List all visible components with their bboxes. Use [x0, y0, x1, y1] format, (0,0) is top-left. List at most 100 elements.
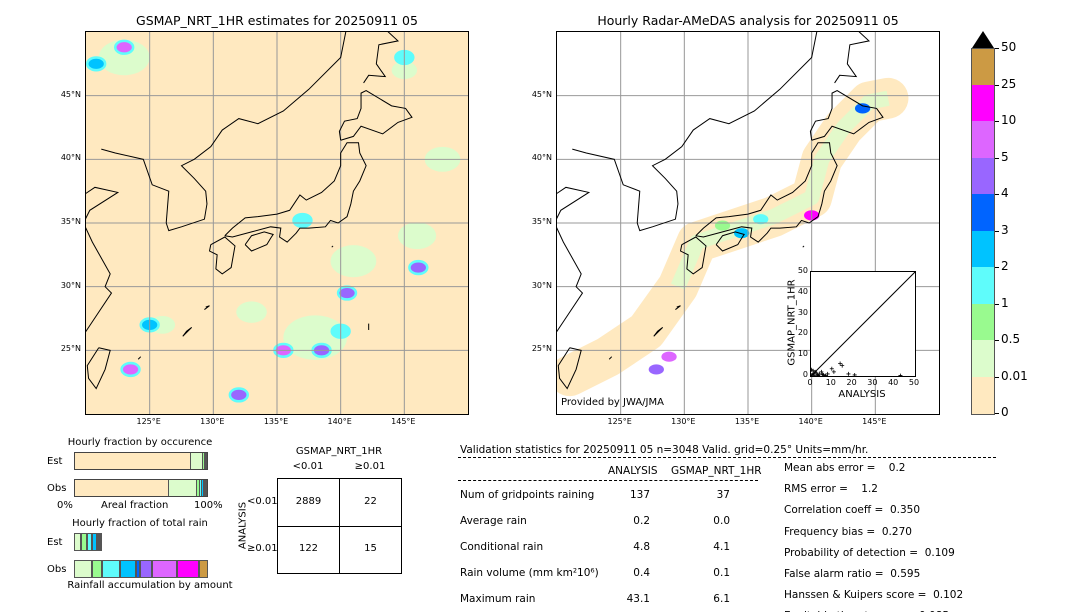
stat-gsmap-value: 0.0 — [713, 515, 730, 527]
rain-fraction-segment — [102, 560, 121, 578]
rain-fraction-segment — [151, 560, 178, 578]
scatter-point — [831, 369, 836, 374]
latitude-label: 30°N — [60, 280, 81, 290]
rain-fraction-segment — [177, 560, 200, 578]
scatter-point — [898, 373, 903, 376]
inset-x-tick: 10 — [825, 378, 836, 387]
rain-cell — [228, 387, 249, 403]
coastline — [558, 348, 581, 389]
contingency-col-label-2: ≥0.01 — [354, 461, 386, 472]
rain-fraction-segment — [139, 560, 152, 578]
rain-fraction-segment — [92, 533, 97, 551]
coastline — [138, 357, 141, 360]
fraction-segment — [206, 480, 208, 496]
coastline — [210, 237, 235, 274]
colorbar-extend-arrow — [972, 31, 994, 48]
cell-hits-none: 2889 — [295, 496, 322, 507]
coastline — [364, 32, 398, 83]
coastline — [681, 237, 706, 274]
colorbar-bin — [972, 48, 994, 85]
inset-xlabel: ANALYSIS — [838, 389, 886, 400]
colorbar-tick — [995, 340, 999, 341]
stat-analysis-value: 43.1 — [626, 593, 650, 605]
score-item: False alarm ratio = 0.595 — [784, 568, 921, 580]
coastline — [332, 246, 333, 247]
colorbar-label: 2 — [1001, 259, 1009, 273]
light-rain-area — [98, 39, 150, 76]
score-item: Probability of detection = 0.109 — [784, 546, 955, 559]
fraction-segment — [202, 480, 204, 496]
latitude-label: 35°N — [531, 217, 552, 226]
fraction-segment — [204, 453, 206, 469]
scatter-point — [812, 373, 817, 376]
rain-cell — [292, 212, 313, 229]
coastline — [716, 232, 744, 251]
stat-row-label: Maximum rain — [460, 593, 536, 605]
coastline — [803, 246, 804, 247]
colorbar-bin — [972, 84, 994, 122]
rain-fraction-segment — [74, 560, 93, 578]
rain-fraction-segment — [86, 533, 93, 551]
radar-rain-cell — [753, 214, 769, 225]
colorbar-bin — [972, 303, 994, 341]
stat-row-label: Rain volume (mm km²10⁶) — [460, 567, 599, 579]
inset-x-tick: 50 — [908, 378, 920, 387]
scatter-point — [816, 373, 821, 376]
fraction-segment — [203, 480, 205, 496]
occurrence-est-label: Est — [47, 456, 63, 467]
rain-fraction-segment — [120, 560, 136, 578]
longitude-label: 130°E — [671, 417, 696, 426]
scatter-point — [811, 368, 816, 373]
contingency-row-label-2: ≥0.01 — [247, 543, 278, 554]
coastline — [696, 143, 837, 242]
rain-cell — [120, 361, 141, 378]
longitude-label: 140°E — [798, 417, 823, 426]
colorbar-tick — [995, 267, 999, 268]
coastline — [557, 187, 589, 350]
score-item: Mean abs error = 0.2 — [784, 462, 906, 474]
inset-x-tick: 20 — [846, 378, 857, 387]
scatter-point — [838, 361, 843, 366]
score-item: Correlation coeff = 0.350 — [784, 504, 920, 517]
inset-y-tick: 40 — [797, 286, 808, 296]
inset-y-tick: 10 — [797, 349, 808, 359]
total-rain-obs-bar — [74, 560, 208, 578]
colorbar-tick — [995, 48, 999, 49]
rain-fraction-segment — [96, 533, 99, 551]
colorbar-bin — [972, 194, 994, 231]
inset-y-tick: 30 — [797, 307, 808, 317]
rain-fraction-segment — [199, 560, 208, 578]
cell-hit: 15 — [364, 543, 377, 554]
scatter-point — [823, 373, 828, 376]
scatter-point — [852, 372, 857, 376]
colorbar-label: 5 — [1001, 149, 1009, 164]
fraction-segment — [75, 453, 191, 469]
light-rain-area — [397, 222, 437, 250]
colorbar-label: 3 — [1001, 222, 1009, 237]
coastline — [87, 348, 110, 389]
coastline — [810, 91, 883, 141]
colorbar-bin — [972, 376, 994, 414]
stat-analysis-value: 0.4 — [633, 567, 650, 579]
left-map-title: GSMAP_NRT_1HR estimates for 20250911 05 — [136, 13, 418, 28]
light-rain-area — [330, 245, 377, 278]
colorbar-tick — [995, 413, 999, 414]
stat-gsmap-value: 37 — [716, 489, 730, 501]
colorbar-tick — [995, 303, 999, 305]
colorbar-label: 0.01 — [1001, 368, 1028, 383]
table-divider — [458, 480, 758, 481]
total-rain-obs-label: Obs — [47, 564, 67, 575]
score-item: RMS error = 1.2 — [784, 483, 878, 496]
rain-cell — [86, 56, 107, 72]
colorbar-label: 1 — [1001, 295, 1009, 310]
colorbar-label: 50 — [1001, 40, 1017, 54]
fraction-segment — [200, 480, 203, 496]
fraction-segment — [75, 480, 170, 496]
colorbar-tick — [995, 376, 999, 378]
scatter-point — [846, 371, 851, 376]
latitude-label: 35°N — [60, 217, 81, 226]
contingency-row-label-1: <0.01 — [247, 496, 278, 507]
contingency-col-label-1: <0.01 — [292, 461, 324, 472]
rain-cell — [114, 39, 135, 55]
colorbar-bin — [972, 121, 994, 158]
